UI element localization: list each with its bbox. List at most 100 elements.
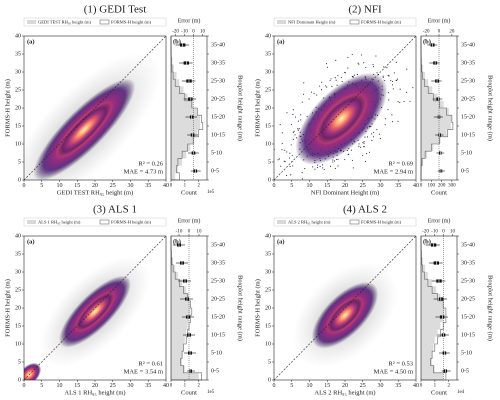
legend-label: FORMS-H height (m): [111, 20, 152, 25]
x-tick-label: 0: [23, 183, 26, 189]
range-axis-label: Boxplot height range (m): [487, 75, 494, 141]
density-dot: [319, 166, 321, 168]
y-tick-label: 20: [15, 305, 21, 311]
range-label: 30-35: [211, 260, 225, 266]
panel-title: (1) GEDI Test: [84, 4, 147, 16]
x-tick-label: 0: [273, 183, 276, 189]
error-box: [189, 369, 192, 373]
density-dot: [261, 159, 262, 160]
y-tick-label: 10: [265, 141, 271, 147]
x-axis-label: NFI Dominant Height (m): [311, 189, 379, 196]
x-tick-label: 35: [145, 383, 151, 389]
density-dot: [347, 153, 349, 156]
x-tick-label: 10: [57, 383, 63, 389]
count-tick-label: 2: [447, 384, 450, 389]
density-dot: [344, 72, 347, 74]
density-dot: [284, 161, 286, 163]
density-dot: [335, 59, 337, 61]
density-dot: [362, 154, 364, 157]
density-dot: [322, 164, 324, 166]
density-dot: [291, 154, 293, 157]
y-axis-label: FORMS-H height (m): [4, 279, 11, 337]
density-dot: [376, 72, 378, 74]
err-tick-label: 10: [197, 230, 203, 235]
density-dot: [366, 136, 368, 138]
panel-a-label: (a): [27, 238, 35, 245]
density-dot: [365, 66, 367, 69]
x-tick-label: 25: [110, 183, 116, 189]
density-dot: [329, 79, 331, 81]
x-tick-label: 35: [395, 183, 401, 189]
histogram-ref: [171, 236, 199, 380]
y-tick-label: 35: [265, 51, 271, 57]
density-dot: [333, 160, 336, 162]
density-blob: [327, 297, 363, 333]
y-tick-label: 15: [265, 323, 271, 329]
histogram-forms: [420, 36, 454, 180]
b-frame: [420, 235, 458, 381]
density-dot: [310, 91, 313, 93]
density-dot: [362, 141, 364, 144]
density-dot: [363, 62, 365, 64]
range-label: 5-10: [461, 150, 472, 156]
y-axis-label: FORMS-H height (m): [254, 79, 261, 137]
density-dot: [412, 87, 414, 89]
density-dot: [366, 153, 368, 155]
y-tick-label: 0: [268, 377, 271, 383]
density-dot: [304, 182, 305, 183]
x-tick-label: 10: [307, 383, 313, 389]
density-dot: [325, 85, 327, 87]
stat: R² = 0.61: [138, 360, 163, 367]
density-dot: [387, 74, 389, 77]
one-to-one-line: [273, 35, 417, 181]
density-dot: [393, 72, 395, 74]
y-tick-label: 35: [15, 51, 21, 57]
x-tick-label: 25: [360, 183, 366, 189]
density-dot: [357, 62, 359, 64]
y-tick-label: 40: [15, 233, 21, 239]
x-axis-label: GEDI TEST RH₉₅ height (m): [57, 189, 134, 196]
legend-swatch: [277, 220, 286, 224]
range-label: 30-35: [461, 60, 475, 66]
error-box: [188, 97, 193, 101]
density-dot: [277, 159, 279, 161]
density-dot: [396, 78, 399, 80]
density-dot: [372, 63, 374, 66]
density-dot: [371, 133, 373, 135]
density-dot: [364, 161, 366, 163]
y-tick-label: 30: [265, 269, 271, 275]
one-to-one-line: [273, 235, 417, 381]
density-blob: [57, 102, 112, 157]
x-tick-label: 20: [342, 383, 348, 389]
histogram-forms: [420, 236, 447, 381]
range-label: 15-20: [211, 114, 225, 120]
density: [261, 53, 414, 190]
density-dot: [297, 128, 299, 130]
density-dot: [384, 124, 386, 126]
panel-b-label: (b): [423, 38, 431, 45]
density-dot: [397, 101, 399, 103]
density-dot: [395, 61, 397, 63]
density-dot: [321, 89, 323, 91]
density-dot: [301, 172, 303, 174]
x-tick-label: 30: [128, 183, 134, 189]
density-dot: [313, 93, 315, 95]
range-label: 0-5: [461, 368, 469, 374]
density-dot: [399, 88, 401, 90]
y-tick-label: 5: [18, 159, 21, 165]
x-tick-label: 40: [163, 183, 169, 189]
range-label: 25-30: [461, 278, 475, 284]
density-dot: [371, 139, 373, 142]
stat: R² = 0.53: [388, 360, 413, 367]
x-tick-label: 5: [290, 183, 293, 189]
density-dot: [291, 189, 292, 190]
panel-b-label: (b): [423, 238, 431, 245]
density-dot: [391, 84, 393, 86]
density-dot: [375, 55, 377, 57]
y-tick-label: 30: [265, 69, 271, 75]
range-label: 5-10: [461, 350, 472, 356]
legend-swatch: [99, 19, 110, 25]
legend-label: ALS 1 RH₉₅ height (m): [38, 220, 81, 225]
density-dot: [322, 167, 324, 169]
range-label: 10-15: [211, 132, 225, 138]
